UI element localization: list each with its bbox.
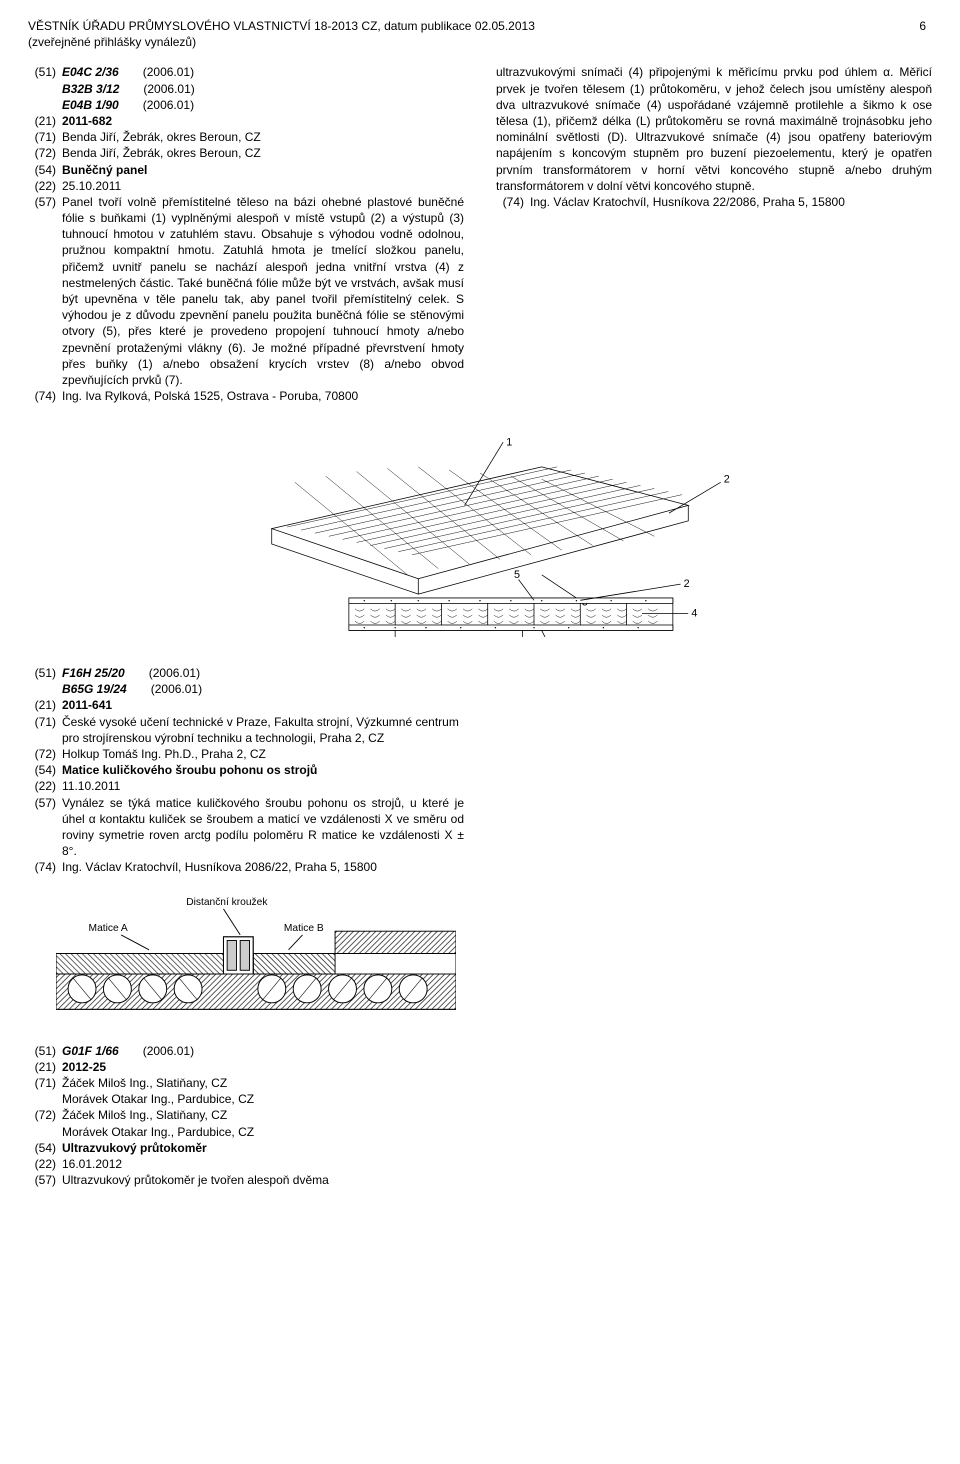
patent-entry-1: (51) E04C 2/36 (2006.01) B32B 3/12 (2006.0…: [28, 64, 464, 404]
left-column: (51) E04C 2/36 (2006.01) B32B 3/12 (2006.0…: [28, 64, 464, 418]
inid-21: (21): [28, 1059, 62, 1075]
title: Matice kuličkového šroubu pohonu os stro…: [62, 762, 317, 778]
title: Buněčný panel: [62, 162, 147, 178]
inid-72: (72): [28, 746, 62, 762]
inid-54: (54): [28, 1140, 62, 1156]
inid-71: (71): [28, 129, 62, 145]
inid-22: (22): [28, 178, 62, 194]
inid-57: (57): [28, 194, 62, 210]
inid-57: (57): [28, 1172, 62, 1188]
application-number: 2012-25: [62, 1059, 106, 1075]
abstract: Vynález se týká matice kuličkového šroub…: [62, 795, 464, 860]
main-columns: (51) E04C 2/36 (2006.01) B32B 3/12 (2006.0…: [28, 64, 932, 418]
inid-54: (54): [28, 162, 62, 178]
filing-date: 16.01.2012: [62, 1156, 122, 1172]
ipc-version: (2006.01): [151, 682, 202, 696]
fig-label-dist: Distanční kroužek: [186, 897, 268, 908]
svg-text:2: 2: [684, 579, 690, 591]
inid-21: (21): [28, 113, 62, 129]
applicant: České vysoké učení technické v Praze, Fa…: [62, 714, 464, 746]
ipc-version: (2006.01): [143, 1044, 194, 1058]
inventor: Žáček Miloš Ing., Slatiňany, CZ: [62, 1107, 227, 1123]
inid-74: (74): [28, 388, 62, 404]
abstract: Ultrazvukový průtokoměr je tvořen alespo…: [62, 1172, 329, 1188]
applicant: Benda Jiří, Žebrák, okres Beroun, CZ: [62, 129, 261, 145]
ipc-code: E04C 2/36: [62, 65, 119, 79]
svg-text:2: 2: [724, 474, 730, 486]
inid-22: (22): [28, 778, 62, 794]
inventor: Morávek Otakar Ing., Pardubice, CZ: [62, 1124, 254, 1140]
svg-text:1: 1: [506, 437, 512, 449]
agent: Ing. Václav Kratochvíl, Husníkova 22/208…: [530, 194, 845, 210]
inid-54: (54): [28, 762, 62, 778]
inventor: Benda Jiří, Žebrák, okres Beroun, CZ: [62, 145, 261, 161]
filing-date: 11.10.2011: [62, 778, 120, 794]
ipc-version: (2006.01): [143, 65, 194, 79]
inid-57: (57): [28, 795, 62, 811]
fig-label-matA: Matice A: [89, 923, 128, 934]
patent-entry-2: (51) F16H 25/20 (2006.01) B65G 19/24 (2006…: [28, 665, 464, 875]
inid-51: (51): [28, 64, 62, 80]
ipc-code: E04B 1/90: [62, 98, 119, 112]
panel-drawing: 1 2 3 2 4 5 1: [210, 436, 750, 637]
page-header: VĚSTNÍK ÚŘADU PRŮMYSLOVÉHO VLASTNICTVÍ 1…: [28, 18, 932, 50]
inid-22: (22): [28, 1156, 62, 1172]
inid-21: (21): [28, 697, 62, 713]
ipc-code: F16H 25/20: [62, 666, 125, 680]
abstract: Panel tvoří volně přemístitelné těleso n…: [62, 194, 464, 388]
ipc-version: (2006.01): [149, 666, 200, 680]
inid-72: (72): [28, 145, 62, 161]
filing-date: 25.10.2011: [62, 178, 121, 194]
inid-51: (51): [28, 1043, 62, 1059]
svg-text:4: 4: [691, 608, 697, 620]
inid-71: (71): [28, 714, 62, 730]
ipc-code: B32B 3/12: [62, 82, 119, 96]
inid-72: (72): [28, 1107, 62, 1123]
header-subtitle: (zveřejněné přihlášky vynálezů): [28, 35, 196, 49]
application-number: 2011-682: [62, 113, 112, 129]
applicant: Morávek Otakar Ing., Pardubice, CZ: [62, 1091, 254, 1107]
inid-51: (51): [28, 665, 62, 681]
applicant: Žáček Miloš Ing., Slatiňany, CZ: [62, 1075, 227, 1091]
ipc-version: (2006.01): [143, 98, 194, 112]
ipc-version: (2006.01): [143, 82, 194, 96]
ipc-code: B65G 19/24: [62, 682, 127, 696]
title: Ultrazvukový průtokoměr: [62, 1140, 207, 1156]
inventor: Holkup Tomáš Ing. Ph.D., Praha 2, CZ: [62, 746, 266, 762]
abstract-continuation: ultrazvukovými snímači (4) připojenými k…: [496, 64, 932, 194]
inid-74: (74): [28, 859, 62, 875]
application-number: 2011-641: [62, 697, 112, 713]
header-left: VĚSTNÍK ÚŘADU PRŮMYSLOVÉHO VLASTNICTVÍ 1…: [28, 18, 535, 50]
ipc-code: G01F 1/66: [62, 1044, 119, 1058]
inid-71: (71): [28, 1075, 62, 1091]
header-title: VĚSTNÍK ÚŘADU PRŮMYSLOVÉHO VLASTNICTVÍ 1…: [28, 19, 535, 33]
page-number: 6: [919, 18, 932, 50]
figure-panel: 1 2 3 2 4 5 1: [28, 436, 932, 641]
agent: Ing. Václav Kratochvíl, Husníkova 2086/2…: [62, 859, 377, 875]
inid-74: (74): [496, 194, 530, 210]
right-column: ultrazvukovými snímači (4) připojenými k…: [496, 64, 932, 418]
fig-label-matB: Matice B: [284, 923, 324, 934]
agent: Ing. Iva Rylková, Polská 1525, Ostrava -…: [62, 388, 358, 404]
figure-ballscrew: Distanční kroužek Matice A Matice B: [56, 894, 464, 1019]
svg-text:5: 5: [514, 569, 520, 581]
patent-entry-3: (51) G01F 1/66 (2006.01) (21)2012-25 (71)…: [28, 1043, 464, 1189]
